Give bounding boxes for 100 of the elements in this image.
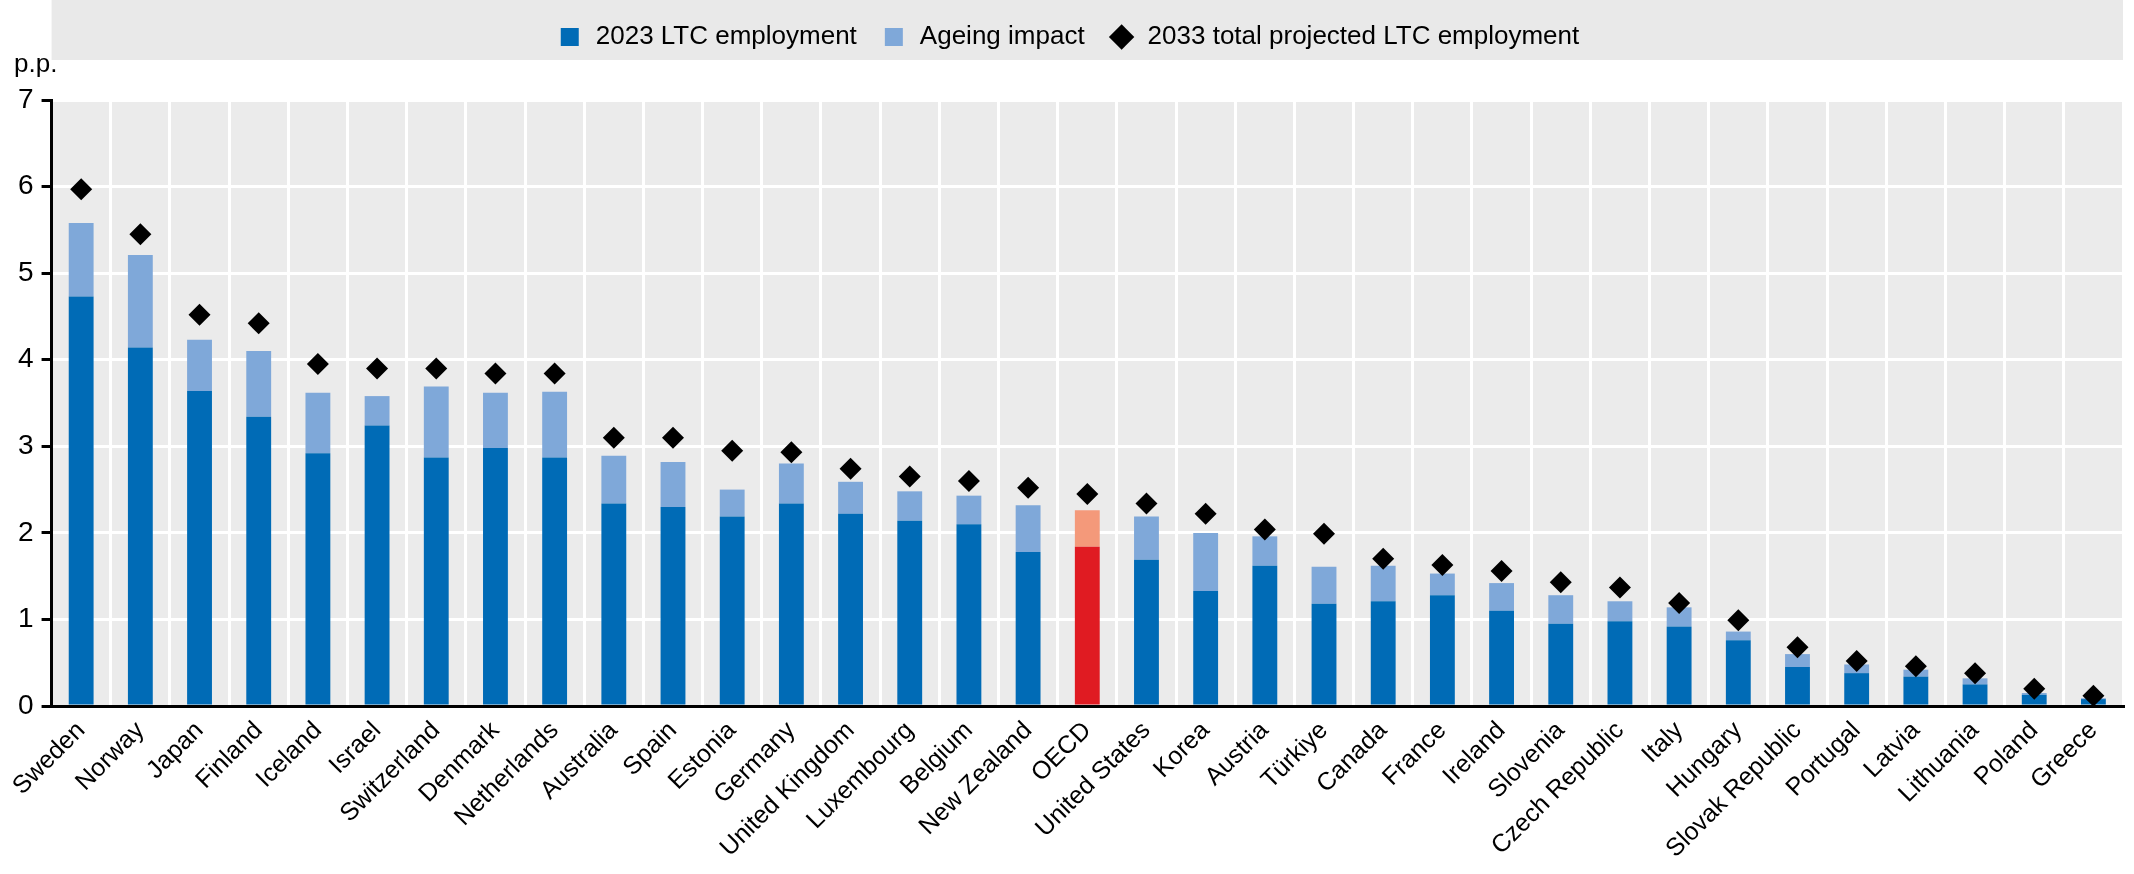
bar	[1903, 676, 1929, 705]
point	[1431, 553, 1454, 576]
point	[1549, 571, 1572, 594]
bar	[1370, 601, 1396, 705]
point	[1786, 636, 1809, 659]
point	[1964, 662, 1987, 685]
point	[247, 312, 270, 335]
bar	[127, 254, 153, 348]
bar	[719, 516, 745, 705]
point	[306, 353, 329, 376]
bar	[2021, 694, 2047, 705]
bar	[660, 506, 686, 705]
point	[425, 357, 448, 380]
bar	[423, 386, 449, 458]
legend-label: 2033 total projected LTC employment	[1147, 20, 1581, 51]
bar	[1489, 610, 1514, 705]
bar	[1429, 573, 1455, 596]
bar	[778, 463, 804, 504]
bar	[483, 392, 508, 449]
point	[839, 457, 862, 480]
bar	[1607, 601, 1633, 622]
y-tick-label: 1	[17, 602, 34, 634]
point	[188, 303, 211, 326]
bar	[1074, 546, 1100, 705]
point	[1608, 576, 1631, 599]
bar	[956, 495, 982, 525]
point	[1372, 547, 1395, 570]
bar	[1193, 532, 1219, 591]
point	[484, 362, 507, 385]
bar	[1666, 626, 1692, 705]
bar	[68, 222, 94, 297]
point	[1135, 492, 1158, 515]
bar	[1311, 603, 1337, 705]
bar	[68, 296, 94, 705]
point	[602, 426, 625, 449]
point	[1904, 655, 1927, 678]
bar	[187, 339, 212, 391]
point	[1017, 476, 1040, 499]
bar	[1607, 621, 1633, 705]
y-tick-label: 5	[17, 255, 34, 287]
bar	[660, 461, 686, 507]
point	[1727, 609, 1750, 632]
bar	[1785, 654, 1810, 668]
bar	[601, 455, 627, 504]
y-tick-label: 6	[17, 169, 34, 201]
bar	[1252, 536, 1278, 566]
point	[129, 223, 152, 246]
bar	[542, 457, 568, 705]
point	[1668, 592, 1691, 615]
bar	[1252, 565, 1278, 705]
bar	[838, 481, 863, 514]
point	[1194, 502, 1217, 525]
bar	[1429, 595, 1455, 705]
bar	[364, 425, 390, 705]
bar	[838, 513, 863, 705]
bar	[778, 503, 804, 705]
bar	[483, 448, 508, 705]
bar	[1370, 565, 1396, 602]
bar	[1725, 640, 1751, 705]
bar	[1844, 673, 1870, 705]
bar	[1015, 505, 1041, 552]
y-axis-title: p.p.	[14, 48, 58, 79]
y-tick-label: 0	[17, 688, 34, 720]
point	[543, 362, 566, 385]
point	[662, 426, 684, 449]
legend-label: 2023 LTC employment	[595, 20, 858, 51]
point	[70, 178, 93, 201]
y-tick-label: 4	[17, 342, 34, 374]
point	[957, 469, 980, 492]
bar	[1134, 559, 1159, 705]
y-tick-label: 3	[17, 429, 34, 461]
bar	[1074, 510, 1100, 547]
bar	[1962, 684, 1988, 705]
bar	[1311, 566, 1337, 604]
bar	[305, 392, 331, 454]
bar	[1785, 667, 1810, 705]
bar	[542, 391, 568, 458]
point	[1313, 522, 1336, 545]
point	[721, 439, 744, 462]
bar	[1548, 623, 1574, 705]
bar	[1725, 631, 1751, 641]
y-tick-label: 2	[17, 515, 34, 547]
bar	[187, 390, 212, 705]
bar	[1489, 583, 1514, 611]
y-tick-label: 7	[17, 82, 34, 114]
bar	[1193, 590, 1219, 705]
bar	[305, 453, 331, 705]
bar	[246, 416, 272, 705]
bar	[246, 351, 272, 417]
bar	[364, 396, 390, 426]
bar	[127, 347, 153, 705]
bar	[601, 503, 627, 705]
bar	[1548, 595, 1574, 624]
point	[2082, 684, 2105, 707]
legend-label: Ageing impact	[919, 20, 1086, 51]
point	[1490, 559, 1513, 582]
bar	[897, 491, 923, 521]
point	[780, 441, 803, 464]
bar	[1134, 516, 1159, 560]
bar	[719, 489, 745, 517]
